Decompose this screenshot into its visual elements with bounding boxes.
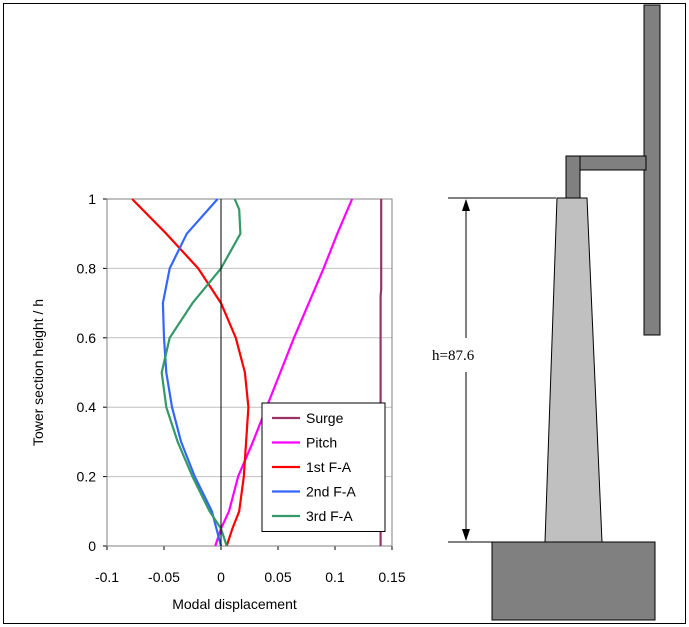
series-line-pitch — [214, 198, 354, 547]
modal-displacement-chart: -0.1 -0.05 0 0.05 0.1 0.15 0 0.2 0.4 0.6 0.8 1 Mod… — [30, 191, 406, 612]
y-tick-label: 1 — [88, 191, 96, 207]
series-line-2nd-f-a — [161, 198, 223, 547]
y-tick-label: 0.4 — [77, 399, 97, 415]
plot-area — [106, 198, 393, 547]
y-tick-label: 0 — [88, 538, 96, 554]
x-tick-label: 0.05 — [264, 569, 291, 585]
legend-label-surge: Surge — [306, 410, 344, 426]
x-axis-label: Modal displacement — [172, 596, 297, 612]
legend-label-1st-f-a: 1st F-A — [306, 459, 352, 475]
height-label: h=87.6 — [432, 348, 475, 364]
tower-body — [544, 197, 603, 543]
y-axis-label: Tower section height / h — [30, 299, 46, 446]
legend-label-pitch: Pitch — [306, 435, 337, 451]
y-tick-labels: 0 0.2 0.4 0.6 0.8 1 — [77, 191, 97, 554]
legend: Surge Pitch 1st F-A 2nd F-A 3rd F-A — [261, 402, 386, 532]
y-tick-label: 0.8 — [77, 260, 97, 276]
x-tick-label: 0.1 — [325, 569, 345, 585]
nacelle-arm-stub — [565, 155, 581, 199]
tower-diagram: h=87.6 — [432, 4, 661, 621]
y-tick-label: 0.6 — [77, 330, 97, 346]
x-tick-labels: -0.1 -0.05 0 0.05 0.1 0.15 — [95, 569, 406, 585]
arrow-head-up — [462, 199, 470, 211]
x-tick-label: 0.15 — [378, 569, 405, 585]
arrow-head-down — [462, 529, 470, 541]
legend-label-2nd-f-a: 2nd F-A — [306, 484, 356, 500]
x-tick-label: 0 — [217, 569, 225, 585]
foundation-base — [491, 541, 656, 621]
legend-label-3rd-f-a: 3rd F-A — [306, 508, 353, 524]
series-line-3rd-f-a — [160, 198, 242, 547]
x-tick-label: -0.05 — [148, 569, 180, 585]
series-line-1st-f-a — [131, 198, 250, 547]
x-tick-label: -0.1 — [95, 569, 119, 585]
y-tick-label: 0.2 — [77, 469, 97, 485]
